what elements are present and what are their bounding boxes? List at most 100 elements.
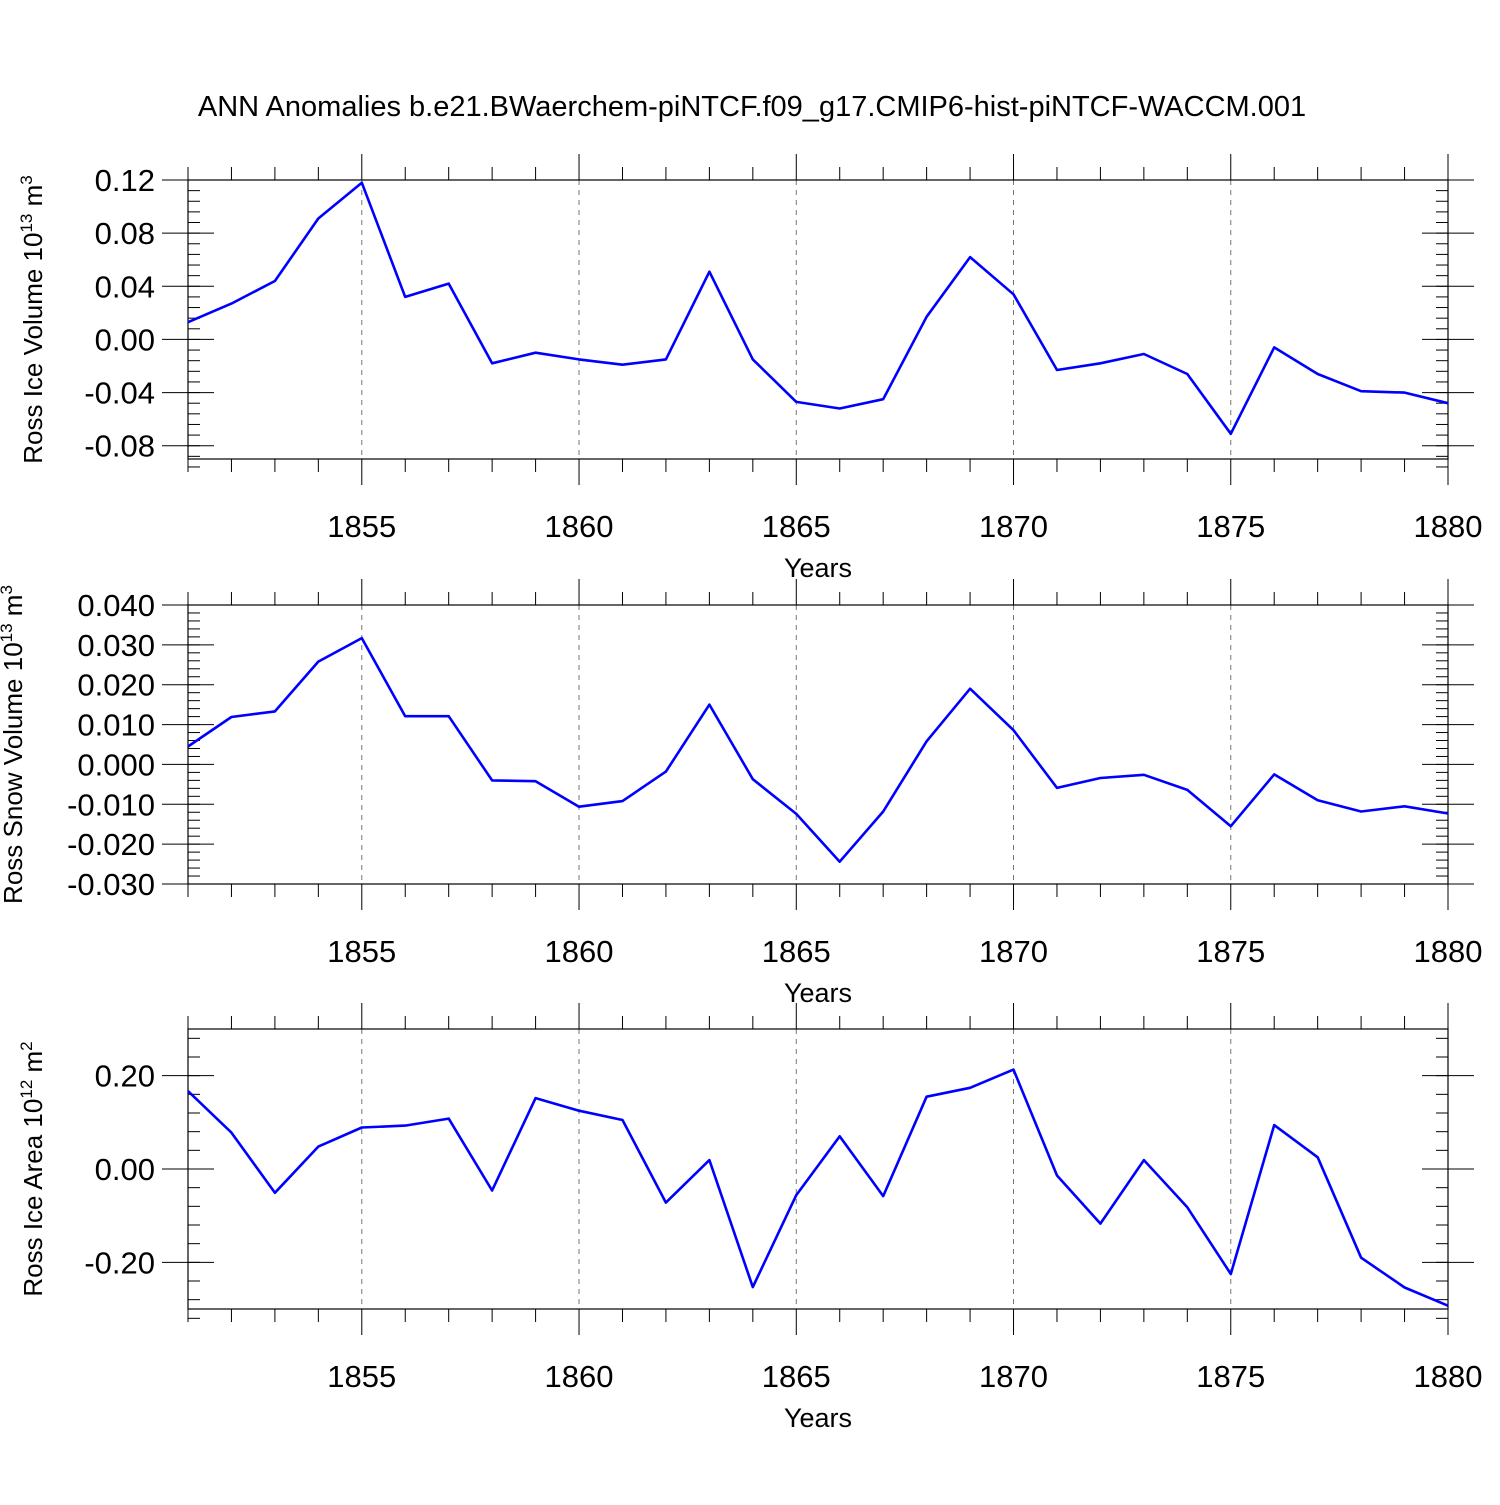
- data-point: [490, 778, 494, 782]
- data-point: [751, 1285, 755, 1289]
- y-axis-label-text: m: [0, 595, 28, 624]
- data-point: [1055, 368, 1059, 372]
- data-point: [1185, 1205, 1189, 1209]
- data-point: [1098, 361, 1102, 365]
- data-point: [925, 739, 929, 743]
- data-point: [273, 279, 277, 283]
- data-point: [881, 397, 885, 401]
- data-point: [1403, 804, 1407, 808]
- data-point: [1316, 372, 1320, 376]
- data-point: [490, 361, 494, 365]
- y-axis-label-text: Ross Ice Volume 10: [18, 233, 48, 464]
- data-point: [1359, 389, 1363, 393]
- x-axis-label: Years: [784, 1403, 852, 1433]
- chart-title: ANN Anomalies b.e21.BWaerchem-piNTCF.f09…: [198, 91, 1306, 123]
- data-point: [577, 357, 581, 361]
- data-point: [1142, 1158, 1146, 1162]
- data-point: [1359, 809, 1363, 813]
- data-point: [925, 315, 929, 319]
- x-tick-label: 1870: [979, 934, 1048, 969]
- data-point: [925, 1095, 929, 1099]
- data-point: [1229, 1272, 1233, 1276]
- data-point: [838, 1134, 842, 1138]
- y-tick-label: -0.08: [84, 429, 155, 464]
- y-axis-label-superscript: 13: [0, 623, 16, 642]
- data-point: [968, 687, 972, 691]
- y-tick-label: -0.04: [84, 376, 155, 411]
- y-axis-label-superscript: 3: [0, 585, 16, 594]
- data-point: [229, 715, 233, 719]
- x-tick-label: 1870: [979, 1359, 1048, 1394]
- y-axis-label-superscript: 2: [17, 1041, 36, 1050]
- y-tick-label: 0.000: [77, 747, 155, 782]
- x-tick-label: 1875: [1196, 934, 1265, 969]
- data-point: [1403, 1286, 1407, 1290]
- plot-frame: [187, 604, 1449, 885]
- data-point: [664, 770, 668, 774]
- data-point: [1012, 728, 1016, 732]
- data-point: [1272, 1123, 1276, 1127]
- x-tick-label: 1855: [327, 934, 396, 969]
- x-tick-label: 1870: [979, 509, 1048, 544]
- data-point: [751, 777, 755, 781]
- panel-3: -0.20 0.00 0.20 1855 1860 1865 1870 1875 1880 Yea…: [17, 1003, 1482, 1433]
- y-tick-label: -0.20: [84, 1245, 155, 1280]
- data-point: [707, 703, 711, 707]
- data-point: [707, 1158, 711, 1162]
- data-point: [1272, 345, 1276, 349]
- data-point: [1012, 1068, 1016, 1072]
- data-point: [316, 660, 320, 664]
- y-tick-label: 0.20: [95, 1059, 155, 1094]
- data-point: [1012, 292, 1016, 296]
- data-point: [968, 255, 972, 259]
- series-line: [187, 181, 1449, 436]
- data-point: [1316, 1155, 1320, 1159]
- data-point: [1359, 1256, 1363, 1260]
- data-point: [534, 351, 538, 355]
- y-tick-label: 0.08: [95, 216, 155, 251]
- plot-frame: [187, 1028, 1449, 1310]
- data-point: [1403, 391, 1407, 395]
- data-point: [403, 1124, 407, 1128]
- y-axis-label: Ross Ice Area 1012 m2: [17, 1041, 48, 1296]
- x-tick-label: 1875: [1196, 509, 1265, 544]
- data-point: [273, 1191, 277, 1195]
- data-point: [577, 1109, 581, 1113]
- y-axis-label-superscript: 13: [17, 214, 36, 233]
- data-point: [186, 744, 190, 748]
- y-tick-label: 0.04: [95, 269, 155, 304]
- data-point: [751, 357, 755, 361]
- y-tick-label: 0.12: [95, 163, 155, 198]
- data-point: [577, 805, 581, 809]
- x-tick-label: 1880: [1414, 1359, 1483, 1394]
- series-line: [187, 636, 1449, 864]
- data-point: [968, 1086, 972, 1090]
- series-line: [187, 1068, 1449, 1307]
- data-point: [1272, 772, 1276, 776]
- y-axis-label-text: Ross Ice Area 10: [18, 1099, 48, 1297]
- data-point: [620, 799, 624, 803]
- data-point: [229, 302, 233, 306]
- data-point: [1229, 432, 1233, 436]
- data-point: [403, 295, 407, 299]
- data-point: [186, 320, 190, 324]
- x-tick-label: 1865: [762, 509, 831, 544]
- data-point: [620, 363, 624, 367]
- data-point: [664, 357, 668, 361]
- x-axis-label: Years: [784, 553, 852, 583]
- y-tick-label: 0.00: [95, 1152, 155, 1187]
- data-point: [1098, 776, 1102, 780]
- y-tick-label: 0.030: [77, 628, 155, 663]
- y-axis-label-superscript: 12: [17, 1080, 36, 1099]
- data-point: [316, 1145, 320, 1149]
- x-tick-label: 1865: [762, 1359, 831, 1394]
- data-point: [1446, 811, 1450, 815]
- data-point: [447, 714, 451, 718]
- data-point: [229, 1131, 233, 1135]
- y-tick-label: 0.040: [77, 588, 155, 623]
- data-point: [360, 1125, 364, 1129]
- data-point: [1446, 401, 1450, 405]
- y-tick-label: -0.030: [67, 867, 155, 902]
